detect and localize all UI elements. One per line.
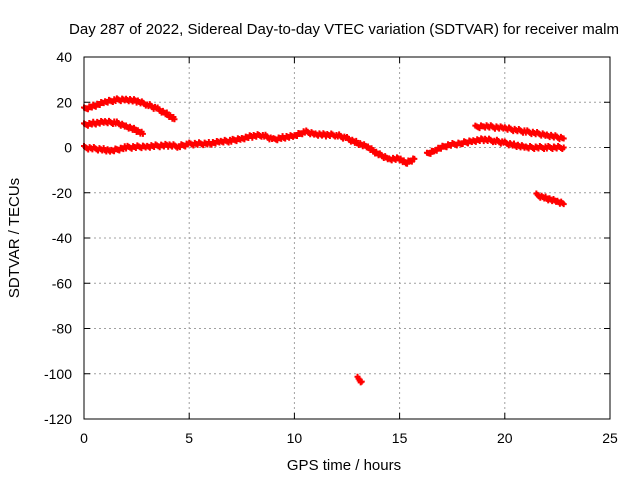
data-point bbox=[171, 116, 178, 123]
data-series bbox=[81, 95, 567, 386]
x-tick-label: 15 bbox=[392, 430, 408, 446]
series-arc-low-evening bbox=[533, 190, 567, 208]
plot-frame bbox=[83, 56, 611, 420]
y-axis-label: SDTVAR / TECUs bbox=[6, 178, 23, 298]
x-tick-label: 20 bbox=[497, 430, 513, 446]
series-arc-main-evening bbox=[423, 135, 567, 157]
series-outlier bbox=[354, 373, 365, 386]
data-point bbox=[358, 378, 365, 385]
x-tick-label: 5 bbox=[185, 430, 193, 446]
data-point bbox=[139, 130, 146, 137]
y-tick-label: 20 bbox=[56, 94, 72, 110]
x-tick-label: 10 bbox=[287, 430, 303, 446]
data-point bbox=[560, 201, 567, 208]
x-tick-label: 0 bbox=[80, 430, 88, 446]
axis-ticks: 0 5 10 15 20 25 -120 -100 -80 -60 -40 -20 0 20 40 bbox=[44, 49, 618, 446]
y-tick-label: -100 bbox=[44, 366, 72, 382]
series-arc-main-morning bbox=[81, 127, 418, 167]
y-tick-label: -60 bbox=[52, 275, 72, 291]
chart-title: Day 287 of 2022, Sidereal Day-to-day VTE… bbox=[69, 21, 619, 38]
series-arc-upper-20 bbox=[81, 95, 178, 123]
x-tick-label: 25 bbox=[602, 430, 618, 446]
y-tick-label: -80 bbox=[52, 321, 72, 337]
data-point bbox=[560, 144, 567, 151]
y-tick-label: -20 bbox=[52, 185, 72, 201]
grid-lines bbox=[84, 57, 610, 419]
y-tick-label: -120 bbox=[44, 411, 72, 427]
y-tick-label: 40 bbox=[56, 49, 72, 65]
series-arc-upper-10 bbox=[81, 117, 146, 137]
series-arc-upper-evening bbox=[472, 122, 567, 143]
data-point bbox=[560, 135, 567, 142]
y-tick-label: 0 bbox=[64, 140, 72, 156]
x-axis-label: GPS time / hours bbox=[287, 457, 401, 474]
y-tick-label: -40 bbox=[52, 230, 72, 246]
data-point bbox=[411, 155, 418, 162]
